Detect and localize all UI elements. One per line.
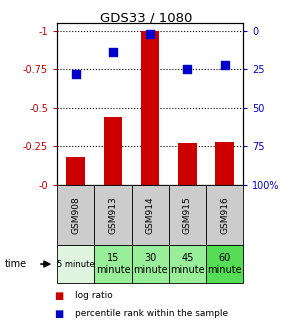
Point xyxy=(74,71,78,77)
Point xyxy=(148,31,153,36)
Text: 15
minute: 15 minute xyxy=(96,253,130,275)
Bar xyxy=(141,31,159,185)
Point xyxy=(222,62,227,67)
Point xyxy=(185,66,190,72)
Bar xyxy=(67,157,85,185)
Text: GSM913: GSM913 xyxy=(108,196,117,234)
Text: 60
minute: 60 minute xyxy=(207,253,242,275)
Text: GSM915: GSM915 xyxy=(183,196,192,234)
Text: 30
minute: 30 minute xyxy=(133,253,168,275)
Text: GSM908: GSM908 xyxy=(71,196,80,234)
Text: 5 minute: 5 minute xyxy=(57,260,95,268)
Text: GDS33 / 1080: GDS33 / 1080 xyxy=(100,11,193,25)
Text: 45
minute: 45 minute xyxy=(170,253,205,275)
Text: GSM914: GSM914 xyxy=(146,196,155,234)
Text: ■: ■ xyxy=(54,291,64,301)
Text: percentile rank within the sample: percentile rank within the sample xyxy=(75,309,228,318)
Text: GSM916: GSM916 xyxy=(220,196,229,234)
Text: time: time xyxy=(4,259,27,269)
Bar xyxy=(104,117,122,185)
Bar xyxy=(215,142,234,185)
Point xyxy=(111,50,115,55)
Bar xyxy=(178,143,197,185)
Text: log ratio: log ratio xyxy=(75,291,113,300)
Text: ■: ■ xyxy=(54,309,64,319)
